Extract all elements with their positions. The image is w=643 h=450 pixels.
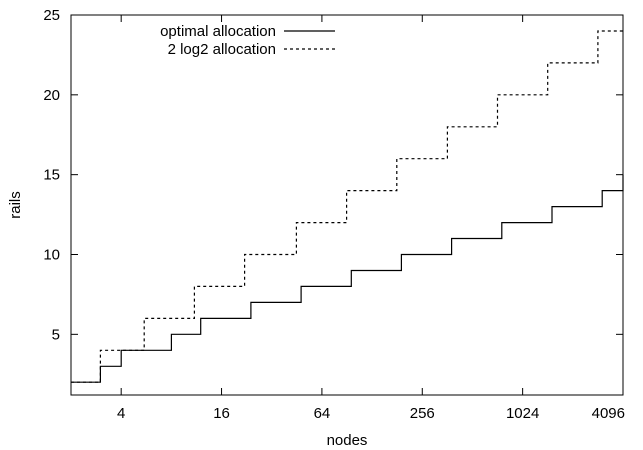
legend-label-2: 2 log2 allocation (168, 41, 276, 58)
y-tick-label: 25 (43, 7, 60, 24)
x-tick-label: 256 (410, 405, 435, 422)
x-tick-label: 64 (314, 405, 331, 422)
y-tick-label: 20 (43, 87, 60, 104)
y-tick-label: 5 (52, 326, 60, 343)
y-tick-label: 10 (43, 246, 60, 263)
x-tick-label: 4 (117, 405, 125, 422)
series-layer (71, 30, 624, 383)
x-tick-label: 1024 (506, 405, 539, 422)
series-line-2 (71, 30, 623, 383)
axis-ticks: 4 16 64 256 1024 4096 5 10 15 20 25 (43, 7, 625, 422)
y-tick-label: 15 (43, 167, 60, 184)
series-line-1 (71, 174, 624, 383)
plot-frame (70, 14, 624, 396)
x-axis-label: nodes (327, 432, 368, 449)
y-axis-label: rails (7, 191, 24, 219)
x-tick-label: 16 (213, 405, 230, 422)
legend-label-1: optimal allocation (160, 23, 276, 40)
x-tick-label: 4096 (592, 405, 625, 422)
